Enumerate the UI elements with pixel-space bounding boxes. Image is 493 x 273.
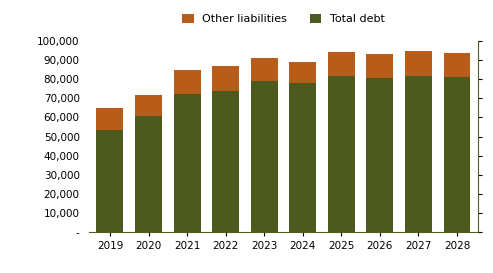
Bar bbox=[212, 66, 239, 91]
Legend: Other liabilities, Total debt: Other liabilities, Total debt bbox=[180, 12, 387, 27]
Bar bbox=[366, 78, 393, 232]
Bar bbox=[174, 70, 201, 94]
Bar bbox=[174, 94, 201, 232]
Bar bbox=[135, 96, 162, 117]
Bar bbox=[444, 77, 470, 232]
Bar bbox=[328, 52, 355, 76]
Bar bbox=[405, 76, 432, 232]
Bar bbox=[135, 117, 162, 232]
Bar bbox=[444, 54, 470, 77]
Bar bbox=[328, 76, 355, 232]
Bar bbox=[97, 108, 123, 130]
Bar bbox=[405, 52, 432, 76]
Bar bbox=[251, 58, 278, 81]
Bar bbox=[289, 62, 316, 83]
Bar bbox=[251, 81, 278, 232]
Bar bbox=[212, 91, 239, 232]
Bar bbox=[366, 54, 393, 78]
Bar bbox=[289, 83, 316, 232]
Bar bbox=[97, 130, 123, 232]
